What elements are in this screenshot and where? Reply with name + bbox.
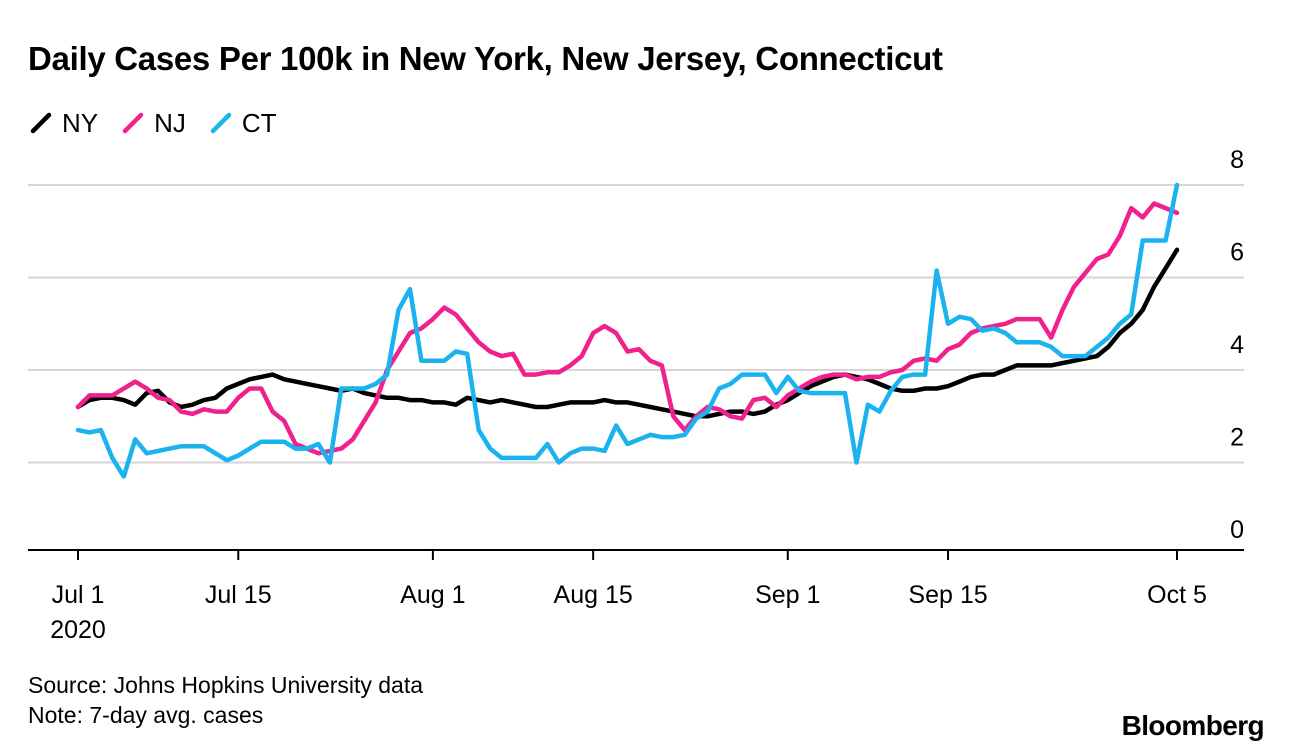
y-tick-label-6: 6	[1230, 239, 1244, 267]
method-note: Note: 7-day avg. cases	[28, 702, 264, 728]
y-tick-label-2: 2	[1230, 424, 1244, 452]
y-tick-label-0: 0	[1230, 516, 1244, 544]
x-tick-label-6: Oct 5	[1147, 581, 1207, 609]
x-tick-label-1: Jul 15	[205, 581, 272, 609]
legend-item-ny: NY	[30, 108, 98, 139]
series-line-nj	[75, 201, 1180, 456]
legend-label-ct: CT	[241, 107, 277, 138]
x-tick-label-2: Aug 1	[400, 581, 465, 609]
legend-item-ct: CT	[210, 108, 277, 139]
legend-swatch-ny	[30, 112, 52, 134]
x-tick-sublabel-0: 2020	[50, 616, 106, 644]
legend-item-nj: NJ	[122, 108, 186, 139]
chart-title: Daily Cases Per 100k in New York, New Je…	[28, 40, 943, 77]
x-tick-label-0: Jul 1	[52, 581, 105, 609]
x-tick-label-5: Sep 15	[908, 581, 987, 609]
y-tick-label-8: 8	[1230, 146, 1244, 174]
source-note: Source: Johns Hopkins University data	[28, 672, 424, 698]
legend-label-nj: NJ	[154, 107, 186, 138]
legend: NY NJ CT	[30, 106, 301, 140]
y-tick-label-4: 4	[1230, 331, 1244, 359]
series-line-ct	[75, 182, 1180, 479]
legend-label-ny: NY	[62, 107, 99, 138]
x-tick-label-4: Sep 1	[755, 581, 820, 609]
x-tick-label-3: Aug 15	[554, 581, 633, 609]
legend-swatch-nj	[122, 112, 144, 134]
series-line-ny	[75, 247, 1180, 419]
bloomberg-logo: Bloomberg	[1121, 710, 1265, 741]
legend-swatch-ct	[210, 112, 232, 134]
